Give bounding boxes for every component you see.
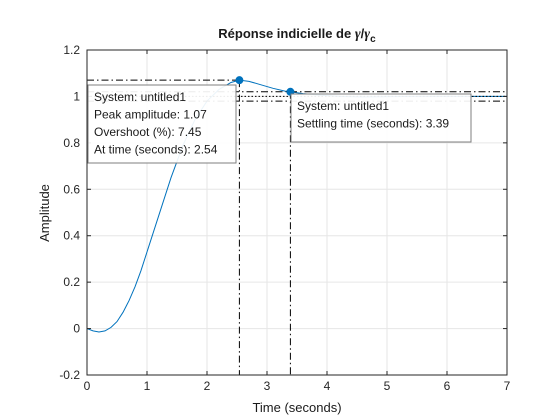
x-axis-label: Time (seconds) <box>252 400 341 415</box>
y-tick-label: 0.2 <box>63 275 80 289</box>
x-tick-label: 6 <box>444 379 451 393</box>
peak-datatip: System: untitled1 Peak amplitude: 1.07 Ove… <box>87 84 237 164</box>
y-tick-label: 0.8 <box>63 136 80 150</box>
peak-datatip-box <box>87 84 237 164</box>
chart-title-gamma: γ <box>355 27 361 42</box>
chart-title-subscript: c <box>370 34 376 45</box>
settling-datatip-line: Settling time (seconds): 3.39 <box>297 117 449 131</box>
y-axis-label: Amplitude <box>37 184 52 242</box>
y-tick-label: 0.6 <box>63 182 80 196</box>
x-tick-label: 4 <box>324 379 331 393</box>
axes-box <box>86 49 508 376</box>
peak-datatip-line: Overshoot (%): 7.45 <box>94 125 202 139</box>
settling-datatip-line: System: untitled1 <box>297 99 389 113</box>
peak-marker <box>235 76 244 85</box>
settling-datatip: System: untitled1 Settling time (seconds)… <box>290 93 472 143</box>
settling-datatip-box <box>290 93 472 143</box>
x-tick-label: 0 <box>84 379 91 393</box>
x-tick-label: 5 <box>384 379 391 393</box>
y-tick-label: 1 <box>73 89 80 103</box>
y-tick-label: 0.4 <box>63 229 80 243</box>
peak-datatip-line: At time (seconds): 2.54 <box>94 143 218 157</box>
x-tick-label: 7 <box>504 379 511 393</box>
y-tick-label: 0 <box>73 322 80 336</box>
chart-title-slash: / <box>361 26 365 41</box>
tick-labels: 0 1 2 3 4 5 6 7 -0.2 0 0.2 0.4 0.6 0.8 1 1.2 <box>59 43 510 393</box>
chart-title-gamma-c: γ <box>364 27 370 42</box>
chart-title-prefix: Réponse indicielle de <box>218 26 355 41</box>
datatips: System: untitled1 Peak amplitude: 1.07 Ove… <box>87 84 472 164</box>
peak-datatip-line: Peak amplitude: 1.07 <box>94 108 207 122</box>
chart-title: Réponse indicielle de γ/γc <box>218 26 376 45</box>
x-tick-label: 1 <box>144 379 151 393</box>
x-tick-label: 2 <box>204 379 211 393</box>
tick-marks <box>86 49 508 376</box>
y-tick-label: -0.2 <box>59 368 80 382</box>
x-tick-label: 3 <box>264 379 271 393</box>
peak-datatip-line: System: untitled1 <box>94 90 186 104</box>
y-tick-label: 1.2 <box>63 43 80 57</box>
